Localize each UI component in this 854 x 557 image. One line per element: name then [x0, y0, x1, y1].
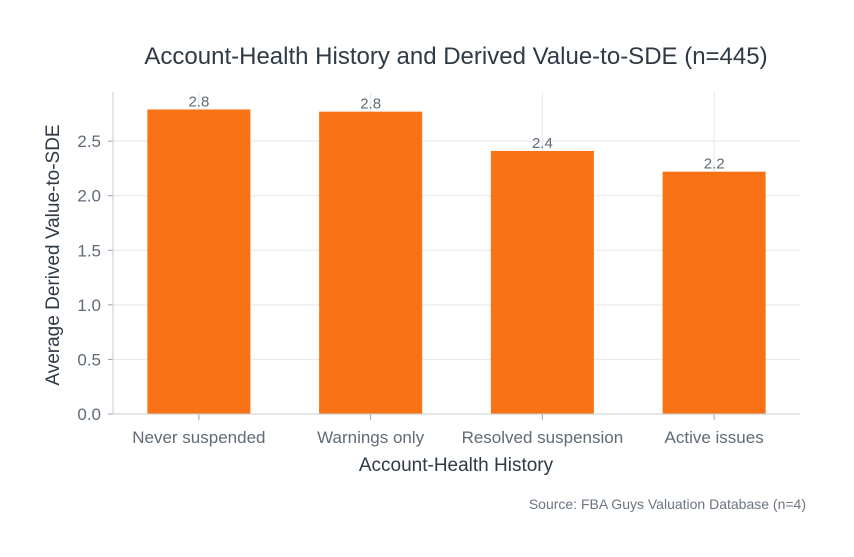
x-tick-label: Active issues	[665, 428, 764, 447]
bar	[662, 171, 766, 414]
axes: 0.0 0.5 1.0 1.5 2.0 2.5 Never suspended Warning…	[77, 92, 800, 447]
y-axis-label: Average Derived Value-to-SDE	[43, 124, 64, 385]
bar-value-label: 2.2	[704, 156, 725, 173]
bar-value-label: 2.4	[532, 135, 553, 152]
data-labels: 2.8 2.8 2.4 2.2	[188, 93, 724, 172]
x-axis-label: Account-Health History	[359, 455, 554, 476]
y-tick-label: 1.5	[77, 241, 101, 260]
chart-title: Account-Health History and Derived Value…	[144, 43, 767, 70]
y-tick-label: 0.5	[77, 350, 101, 369]
y-tick-label: 0.0	[77, 405, 101, 424]
source-note: Source: FBA Guys Valuation Database (n=4…	[529, 496, 806, 512]
bar-value-label: 2.8	[360, 96, 381, 113]
bars	[147, 109, 766, 414]
bar	[490, 150, 594, 414]
bar	[147, 109, 251, 414]
bar	[319, 111, 423, 414]
x-tick-label: Resolved suspension	[462, 428, 624, 447]
bar-value-label: 2.8	[188, 93, 209, 110]
x-tick-label: Warnings only	[317, 428, 425, 447]
y-tick-label: 2.5	[77, 132, 101, 151]
y-tick-label: 2.0	[77, 187, 101, 206]
x-tick-label: Never suspended	[132, 428, 265, 447]
y-tick-label: 1.0	[77, 296, 101, 315]
